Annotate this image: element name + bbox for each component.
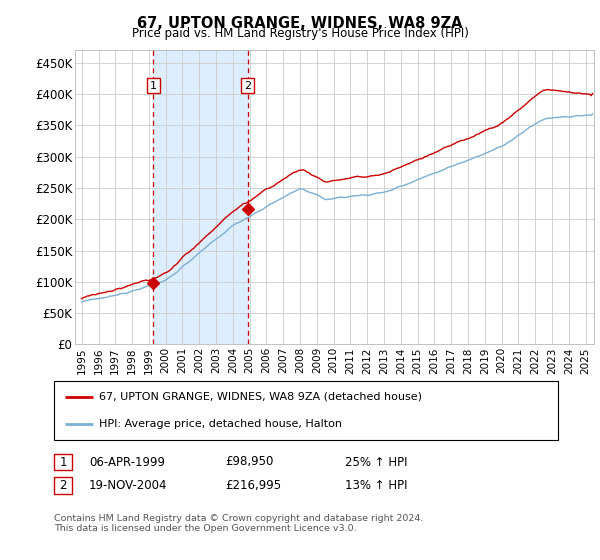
Text: 2: 2: [59, 479, 67, 492]
Text: 25% ↑ HPI: 25% ↑ HPI: [345, 455, 407, 469]
Text: £98,950: £98,950: [225, 455, 274, 469]
Text: 13% ↑ HPI: 13% ↑ HPI: [345, 479, 407, 492]
Text: 2: 2: [244, 81, 251, 91]
Text: £216,995: £216,995: [225, 479, 281, 492]
Text: HPI: Average price, detached house, Halton: HPI: Average price, detached house, Halt…: [99, 419, 342, 429]
Bar: [154, 50, 248, 344]
Text: 1: 1: [59, 455, 67, 469]
Text: 67, UPTON GRANGE, WIDNES, WA8 9ZA: 67, UPTON GRANGE, WIDNES, WA8 9ZA: [137, 16, 463, 31]
Text: 67, UPTON GRANGE, WIDNES, WA8 9ZA (detached house): 67, UPTON GRANGE, WIDNES, WA8 9ZA (detac…: [99, 391, 422, 402]
Text: Contains HM Land Registry data © Crown copyright and database right 2024.
This d: Contains HM Land Registry data © Crown c…: [54, 514, 424, 534]
Text: 1: 1: [150, 81, 157, 91]
Text: Price paid vs. HM Land Registry's House Price Index (HPI): Price paid vs. HM Land Registry's House …: [131, 27, 469, 40]
Text: 19-NOV-2004: 19-NOV-2004: [89, 479, 167, 492]
Text: 06-APR-1999: 06-APR-1999: [89, 455, 165, 469]
